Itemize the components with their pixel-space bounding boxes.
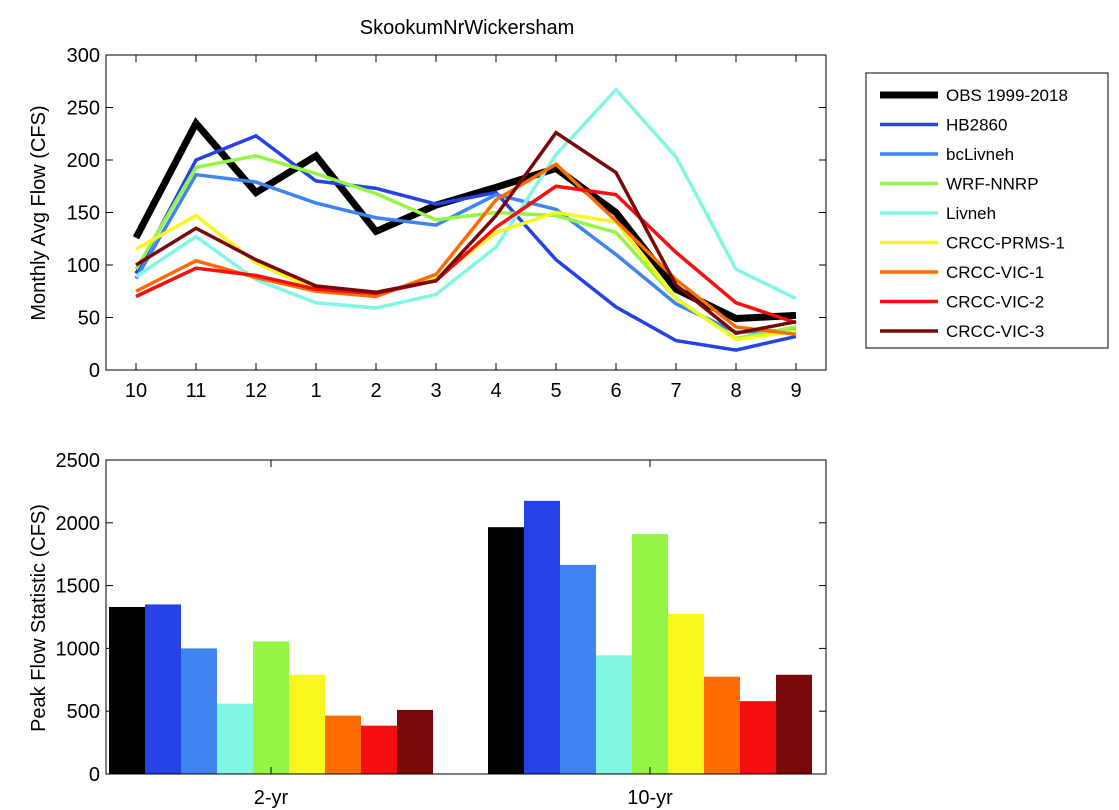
bar-10-yr-crcc-prms-1 [668, 613, 704, 774]
legend-entry: CRCC-PRMS-1 [946, 234, 1065, 253]
y-tick-label: 500 [67, 701, 100, 723]
x-tick-label: 3 [430, 380, 441, 402]
bar-2-yr-crcc-vic-3 [397, 709, 433, 774]
legend-entry: HB2860 [946, 116, 1007, 135]
bar-10-yr-crcc-vic-2 [740, 701, 776, 774]
bar-10-yr-hb2860 [524, 500, 560, 774]
bar-chart: Peak Flow Statistic (CFS) 0 500 1000 1500 20… [28, 450, 827, 809]
y-tick-label: 2500 [56, 450, 101, 472]
x-tick-label: 2 [370, 380, 381, 402]
x-tick-label: 1 [310, 380, 321, 402]
x-tick-label: 10 [125, 380, 147, 402]
legend-entry: bcLivneh [946, 145, 1014, 164]
bar-10-yr-crcc-vic-3 [776, 674, 812, 774]
x-tick-label: 9 [790, 380, 801, 402]
x-tick-label: 5 [550, 380, 561, 402]
y-tick-label: 2000 [56, 513, 101, 535]
bar-2-yr-livneh [217, 703, 253, 774]
x-tick-label: 11 [186, 380, 207, 402]
bar-2-yr-wrf-nnrp [253, 641, 289, 774]
y-tick-label: 1000 [56, 638, 101, 660]
series-line-crcc-vic-3 [135, 130, 797, 336]
legend-entry: CRCC-VIC-1 [946, 263, 1044, 282]
y-tick-label: 250 [67, 98, 100, 120]
bar-chart-ylabel: Peak Flow Statistic (CFS) [28, 504, 50, 732]
x-tick-label: 2-yr [254, 787, 289, 809]
bar-10-yr-crcc-vic-1 [704, 676, 740, 774]
bar-2-yr-bclivneh [181, 648, 217, 774]
y-tick-label: 50 [78, 308, 100, 330]
series-line-bclivneh [134, 172, 797, 334]
legend-entry: WRF-NNRP [946, 175, 1039, 194]
y-tick-label: 0 [89, 764, 100, 786]
line-chart-ylabel: Monthly Avg Flow (CFS) [28, 105, 50, 320]
legend-entry: CRCC-VIC-2 [946, 293, 1044, 312]
legend-entry: OBS 1999-2018 [946, 86, 1068, 105]
y-tick-label: 300 [67, 45, 100, 67]
x-tick-label: 7 [670, 380, 681, 402]
legend-entry: Livneh [946, 204, 996, 223]
bar-2-yr-crcc-prms-1 [289, 674, 325, 774]
y-tick-label: 0 [89, 360, 100, 382]
line-chart: Monthly Avg Flow (CFS) 10 11 12 1 2 3 4 5 6 7 8 905… [28, 45, 827, 402]
line-plot-frame [105, 54, 827, 371]
bar-10-yr-obs-1999-2018 [488, 527, 524, 774]
x-tick-label: 10-yr [627, 787, 673, 809]
bar-2-yr-crcc-vic-1 [325, 715, 361, 774]
bar-plot-frame [105, 459, 827, 775]
bar-2-yr-hb2860 [145, 604, 181, 774]
bar-10-yr-livneh [596, 655, 632, 774]
y-tick-label: 100 [67, 255, 100, 277]
bar-2-yr-obs-1999-2018 [109, 606, 145, 774]
legend: OBS 1999-2018 HB2860 bcLivneh WRF-NNRP Livne… [865, 72, 1109, 349]
legend-entry: CRCC-VIC-3 [946, 322, 1044, 341]
bar-10-yr-bclivneh [560, 564, 596, 774]
chart-title: SkookumNrWickersham [360, 17, 574, 39]
bar-2-yr-crcc-vic-2 [361, 725, 397, 774]
y-tick-label: 200 [67, 150, 100, 172]
x-tick-label: 12 [245, 380, 267, 402]
x-tick-label: 6 [610, 380, 621, 402]
y-tick-label: 150 [67, 203, 100, 225]
series-line-crcc-vic-2 [135, 184, 797, 325]
x-tick-label: 8 [730, 380, 741, 402]
y-tick-label: 1500 [56, 576, 101, 598]
bar-10-yr-wrf-nnrp [632, 534, 668, 774]
series-line-hb2860 [134, 133, 797, 352]
x-tick-label: 4 [490, 380, 501, 402]
